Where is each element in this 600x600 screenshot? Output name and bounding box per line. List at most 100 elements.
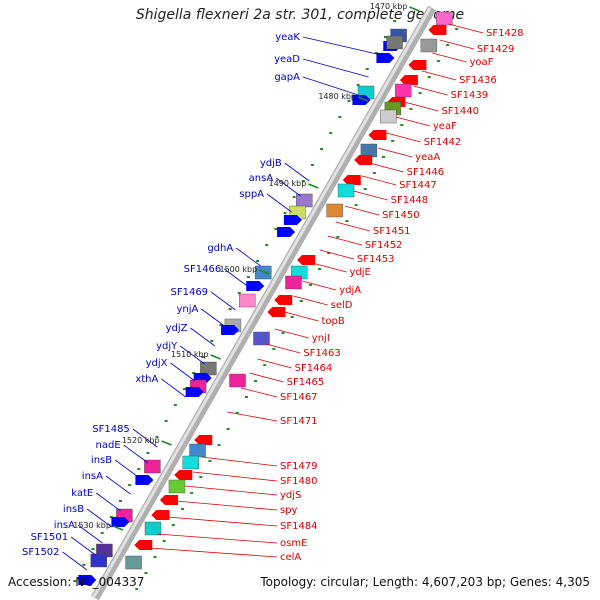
right-gene-label[interactable]: SF1450 — [382, 210, 420, 221]
track-dot — [219, 324, 223, 326]
track-dot — [318, 268, 322, 270]
track-dot — [290, 316, 294, 318]
gene-box — [144, 521, 162, 536]
reverse-gene-arrow — [134, 540, 153, 550]
track-dot — [164, 420, 168, 422]
left-gene-label[interactable]: SF1485 — [92, 424, 130, 435]
right-gene-label[interactable]: yeaA — [415, 152, 440, 163]
left-gene-label[interactable]: yeaK — [275, 32, 300, 43]
right-leader-line — [192, 471, 278, 482]
right-leader-line — [240, 387, 278, 398]
right-gene-label[interactable]: SF1452 — [365, 240, 403, 251]
forward-gene-arrow — [185, 387, 204, 397]
right-leader-line — [377, 147, 413, 158]
left-gene-label[interactable]: xthA — [135, 374, 158, 385]
left-gene-label[interactable]: ydjX — [146, 358, 168, 369]
left-gene-label[interactable]: ynjA — [176, 304, 198, 315]
right-gene-label[interactable]: SF1446 — [407, 167, 445, 178]
reverse-gene-arrow — [151, 510, 170, 520]
right-gene-label[interactable]: SF1429 — [477, 44, 515, 55]
left-gene-label[interactable]: gdhA — [207, 243, 233, 254]
right-leader-line — [344, 205, 380, 216]
right-gene-label[interactable]: ynjI — [312, 333, 330, 344]
left-leader-line — [266, 193, 292, 213]
left-gene-label[interactable]: ydjZ — [166, 323, 188, 334]
right-gene-label[interactable]: SF1467 — [280, 392, 318, 403]
right-gene-label[interactable]: SF1428 — [486, 28, 524, 39]
left-gene-label[interactable]: insA — [54, 520, 75, 531]
right-gene-label[interactable]: ydjA — [339, 285, 361, 296]
right-leader-line — [167, 516, 278, 527]
forward-gene-arrow — [246, 281, 265, 291]
right-gene-label[interactable]: yoaF — [469, 57, 493, 68]
right-gene-label[interactable]: SF1448 — [391, 195, 429, 206]
track-dot — [226, 428, 230, 430]
left-gene-label[interactable]: ansA — [249, 173, 274, 184]
right-gene-label[interactable]: SF1442 — [424, 137, 462, 148]
left-leader-line — [284, 162, 310, 182]
right-gene-label[interactable]: SF1480 — [280, 476, 318, 487]
left-gene-label[interactable]: ydjY — [156, 341, 178, 352]
gene-box — [436, 11, 453, 26]
track-dot — [109, 516, 113, 518]
right-gene-label[interactable]: SF1453 — [357, 254, 395, 265]
right-gene-label[interactable]: SF1447 — [399, 180, 437, 191]
right-gene-label[interactable]: ydjE — [349, 267, 370, 278]
right-gene-label[interactable]: SF1479 — [280, 461, 318, 472]
right-gene-label[interactable]: SF1471 — [280, 416, 318, 427]
right-gene-label[interactable]: SF1464 — [295, 363, 333, 374]
left-gene-label[interactable]: insA — [82, 471, 103, 482]
left-gene-label[interactable]: katE — [71, 488, 93, 499]
right-gene-label[interactable]: yeaF — [433, 121, 457, 132]
track-dot — [162, 540, 166, 542]
kbp-tick-mark — [308, 183, 319, 189]
right-gene-label[interactable]: ydjS — [280, 490, 301, 501]
right-leader-line — [149, 547, 278, 558]
left-leader-line — [62, 551, 88, 571]
right-gene-label[interactable]: SF1463 — [303, 348, 341, 359]
left-gene-label[interactable]: sppA — [239, 189, 264, 200]
track-dot — [427, 76, 431, 78]
right-gene-label[interactable]: SF1484 — [280, 521, 318, 532]
reverse-gene-arrow — [342, 175, 361, 185]
gene-box — [90, 553, 107, 568]
kbp-tick-label: 1510 kbp — [171, 350, 209, 359]
right-gene-label[interactable]: topB — [322, 316, 345, 327]
right-leader-line — [413, 85, 448, 96]
left-gene-label[interactable]: SF1502 — [22, 547, 60, 558]
gene-box — [394, 83, 412, 98]
right-leader-line — [369, 162, 404, 173]
left-leader-line — [70, 536, 96, 556]
track-dot — [336, 236, 340, 238]
right-gene-label[interactable]: SF1465 — [287, 377, 325, 388]
right-gene-label[interactable]: SF1451 — [373, 226, 411, 237]
right-gene-label[interactable]: SF1440 — [441, 106, 479, 117]
right-gene-label[interactable]: SF1439 — [451, 90, 489, 101]
track-dot — [100, 532, 104, 534]
track-dot — [274, 228, 278, 230]
right-gene-label[interactable]: SF1436 — [459, 75, 497, 86]
accession-text: Accession: NC_004337 — [8, 575, 145, 589]
gene-box — [182, 455, 199, 470]
left-gene-label[interactable]: SF1501 — [31, 532, 69, 543]
reverse-gene-arrow — [194, 435, 213, 445]
right-gene-label[interactable]: osmE — [280, 538, 307, 549]
left-gene-label[interactable]: SF1469 — [171, 287, 209, 298]
right-leader-line — [439, 39, 474, 50]
left-gene-label[interactable]: gapA — [274, 72, 300, 83]
left-gene-label[interactable]: yeaD — [274, 54, 300, 65]
left-gene-label[interactable]: SF1466 — [184, 264, 222, 275]
left-gene-label[interactable]: insB — [63, 504, 84, 515]
forward-gene-arrow — [135, 475, 154, 485]
reverse-gene-arrow — [267, 307, 286, 317]
right-gene-label[interactable]: celA — [280, 552, 301, 563]
left-leader-line — [190, 327, 216, 347]
left-gene-label[interactable]: insB — [91, 455, 112, 466]
right-gene-label[interactable]: selD — [331, 300, 353, 311]
left-gene-label[interactable]: nadE — [96, 440, 121, 451]
forward-gene-arrow — [376, 53, 395, 63]
right-track-dots — [135, 28, 459, 590]
right-gene-label[interactable]: spy — [280, 505, 298, 516]
left-gene-label[interactable]: ydjB — [260, 158, 282, 169]
